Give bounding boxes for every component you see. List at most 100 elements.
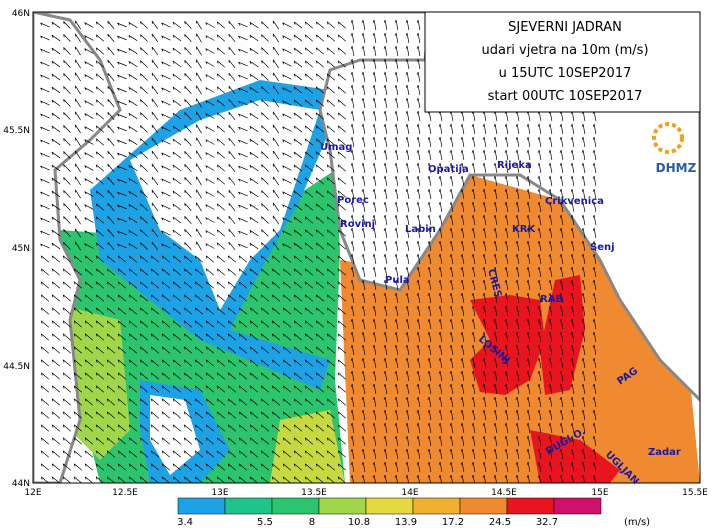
wind-arrow xyxy=(293,203,303,211)
wind-arrow xyxy=(249,320,259,328)
wind-arrow xyxy=(581,188,586,199)
wind-arrow xyxy=(117,437,127,445)
wind-arrow xyxy=(471,422,476,433)
wind-arrow xyxy=(272,20,280,30)
wind-arrow xyxy=(350,110,355,121)
wind-arrow xyxy=(405,279,410,290)
wind-arrow xyxy=(205,100,215,106)
wind-arrow xyxy=(40,113,50,119)
wind-arrow xyxy=(40,48,50,54)
wind-arrow xyxy=(537,214,542,225)
wind-arrow xyxy=(581,331,586,342)
wind-arrow xyxy=(107,163,115,173)
wind-arrow xyxy=(51,385,61,393)
wind-arrow xyxy=(372,331,377,342)
wind-arrow xyxy=(515,201,520,212)
wind-arrow xyxy=(172,294,182,302)
wind-arrow xyxy=(272,59,280,69)
wind-arrow xyxy=(372,149,377,160)
wind-arrow xyxy=(216,359,226,367)
wind-arrow xyxy=(581,461,586,472)
wind-arrow xyxy=(471,201,476,212)
wind-arrow xyxy=(337,450,347,458)
wind-arrow xyxy=(416,461,421,472)
wind-arrow xyxy=(548,136,553,147)
wind-arrow xyxy=(592,175,597,186)
wind-arrow xyxy=(350,45,355,56)
wind-arrow xyxy=(128,346,138,354)
wind-arrow xyxy=(427,383,432,394)
wind-arrow xyxy=(460,383,465,394)
wind-arrow xyxy=(482,344,487,355)
wind-arrow xyxy=(128,268,138,276)
wind-arrow xyxy=(216,411,226,419)
wind-arrow xyxy=(361,110,366,121)
wind-arrow xyxy=(205,268,215,276)
wind-arrow xyxy=(537,253,542,264)
wind-arrow xyxy=(238,476,248,483)
wind-arrow xyxy=(350,331,355,342)
wind-arrow xyxy=(383,253,388,264)
wind-arrow xyxy=(337,112,347,120)
wind-arrow xyxy=(548,370,553,381)
wind-arrow xyxy=(183,307,193,315)
wind-arrow xyxy=(84,320,94,328)
wind-arrow xyxy=(405,45,410,56)
wind-arrow xyxy=(383,344,388,355)
wind-arrow xyxy=(63,21,71,29)
wind-arrow xyxy=(361,214,366,225)
wind-arrow xyxy=(394,227,399,238)
wind-arrow xyxy=(205,437,215,445)
wind-arrow xyxy=(383,409,388,420)
wind-arrow xyxy=(592,123,597,134)
wind-arrow xyxy=(40,230,50,236)
wind-arrow xyxy=(40,165,50,171)
wind-arrow xyxy=(559,435,564,446)
wind-arrow xyxy=(449,162,454,173)
wind-arrow xyxy=(405,32,410,43)
wind-arrow xyxy=(515,292,520,303)
wind-arrow xyxy=(337,307,347,315)
wind-arrow xyxy=(293,229,303,237)
wind-arrow xyxy=(161,230,171,236)
wind-arrow xyxy=(315,281,325,289)
wind-arrow xyxy=(84,333,94,341)
wind-arrow xyxy=(216,333,226,341)
wind-arrow xyxy=(315,99,325,107)
wind-arrow xyxy=(106,411,116,419)
wind-arrow xyxy=(361,253,366,264)
wind-arrow xyxy=(261,229,269,237)
wind-arrow xyxy=(84,437,94,445)
wind-arrow xyxy=(427,175,432,186)
wind-arrow xyxy=(361,201,366,212)
wind-arrow xyxy=(227,307,237,315)
wind-arrow xyxy=(304,151,314,159)
wind-arrow xyxy=(504,201,509,212)
wind-arrow xyxy=(293,177,303,185)
wind-arrow xyxy=(460,201,465,212)
wind-arrow xyxy=(216,151,226,159)
wind-arrow xyxy=(227,268,237,276)
wind-arrow xyxy=(63,60,71,68)
wind-arrow xyxy=(75,111,81,121)
wind-arrow xyxy=(249,424,259,432)
wind-arrow xyxy=(95,164,105,172)
wind-arrow xyxy=(471,396,476,407)
wind-arrow xyxy=(84,230,94,236)
wind-arrow xyxy=(73,476,83,483)
wind-arrow xyxy=(271,385,281,393)
wind-arrow xyxy=(515,162,520,173)
wind-arrow xyxy=(326,424,336,432)
wind-arrow xyxy=(238,346,248,354)
wind-arrow xyxy=(73,372,83,380)
wind-arrow xyxy=(427,422,432,433)
wind-arrow xyxy=(150,411,160,419)
wind-arrow xyxy=(326,476,336,483)
wind-arrow xyxy=(140,73,148,81)
wind-arrow xyxy=(438,201,443,212)
lon-label: 12E xyxy=(24,488,41,498)
wind-arrow xyxy=(394,175,399,186)
wind-arrow xyxy=(139,268,149,276)
wind-arrow xyxy=(62,307,72,315)
wind-arrow xyxy=(216,34,226,42)
